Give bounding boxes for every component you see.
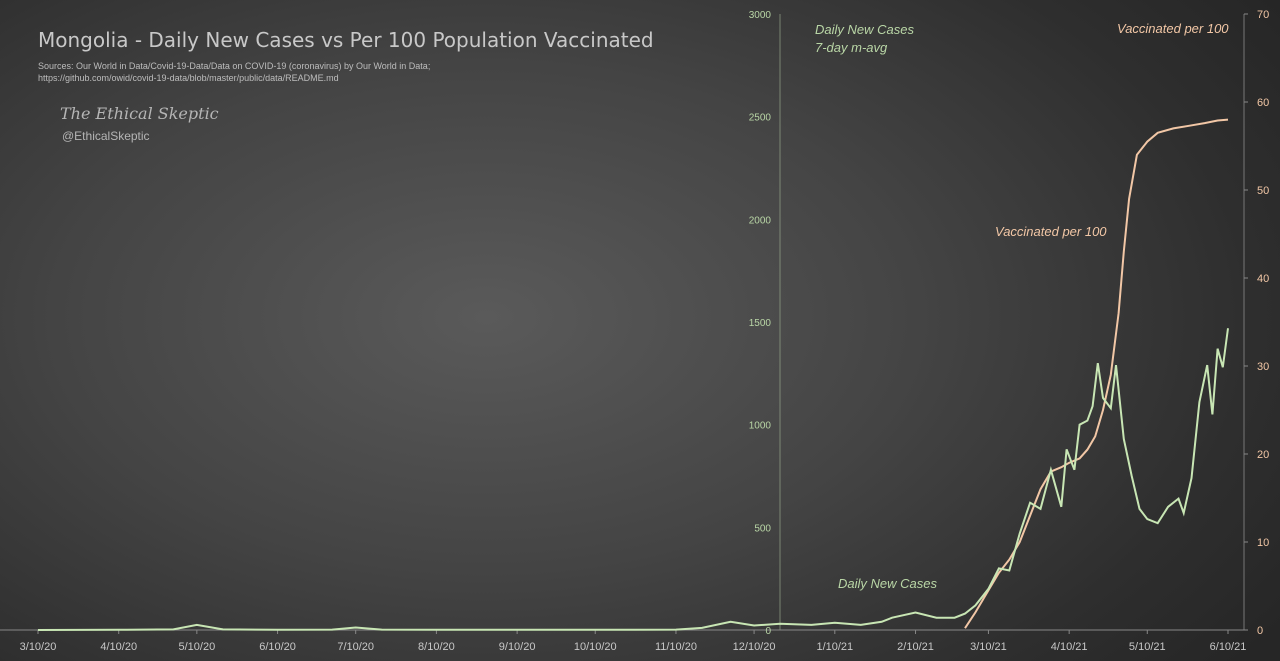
annotation-vacc-mid: Vaccinated per 100 [995,224,1107,239]
y-right-tick-label: 0 [1257,625,1263,637]
y-left-tick-label: 1500 [749,318,772,329]
y-left-tick-label: 0 [765,626,771,637]
x-tick-label: 12/10/20 [733,641,776,653]
y-right-tick-label: 40 [1257,273,1269,285]
y-left-ticks: 0 500 1000 1500 2000 2500 3000 [749,10,772,637]
y-right-tick-label: 70 [1257,9,1269,21]
brand-handle: @EthicalSkeptic [62,129,150,143]
chart-title: Mongolia - Daily New Cases vs Per 100 Po… [38,28,654,52]
y-right-tick-label: 50 [1257,185,1269,197]
x-tick-label: 6/10/20 [259,641,296,653]
annotation-cases-bottom: Daily New Cases [838,576,937,591]
y-left-tick-label: 500 [754,523,771,534]
x-tick-label: 5/10/20 [178,641,215,653]
series-daily-cases-line [37,328,1229,631]
brand-watermark: The Ethical Skeptic [60,104,219,123]
x-tick-label: 3/10/21 [970,641,1007,653]
x-tick-label: 6/10/21 [1210,641,1247,653]
sources-line-2: https://github.com/owid/covid-19-data/bl… [38,73,339,83]
series-vaccinated-line [964,118,1229,629]
x-tick-label: 2/10/21 [897,641,934,653]
y-left-tick-label: 2500 [749,113,772,124]
x-tick-label: 11/10/20 [655,641,697,653]
x-tick-label: 4/10/20 [100,641,137,653]
x-tick-label: 3/10/20 [20,641,57,653]
x-ticks: 3/10/20 4/10/20 5/10/20 6/10/20 7/10/20 8/10/… [20,630,1247,653]
x-tick-label: 10/10/20 [574,641,617,653]
x-tick-label: 1/10/21 [816,641,853,653]
y-left-tick-label: 1000 [749,421,772,432]
y-right-tick-label: 60 [1257,97,1269,109]
x-tick-label: 8/10/20 [418,641,455,653]
y-right-tick-label: 10 [1257,537,1269,549]
y-right-ticks: 0 10 20 30 40 50 60 70 [1244,9,1269,637]
x-tick-label: 7/10/20 [337,641,374,653]
annotation-vacc-top: Vaccinated per 100 [1117,21,1229,36]
y-right-tick-label: 30 [1257,361,1269,373]
x-tick-label: 4/10/21 [1051,641,1088,653]
x-tick-label: 9/10/20 [499,641,536,653]
chart-sources: Sources: Our World in Data/Covid-19-Data… [38,60,430,84]
annotation-cases-top-1: Daily New Cases [815,22,914,37]
x-tick-label: 5/10/21 [1129,641,1166,653]
annotation-cases-top-2: 7-day m-avg [815,40,888,55]
y-left-tick-label: 3000 [749,10,772,21]
y-left-tick-label: 2000 [749,215,772,226]
y-right-tick-label: 20 [1257,449,1269,461]
sources-line-1: Sources: Our World in Data/Covid-19-Data… [38,61,431,71]
